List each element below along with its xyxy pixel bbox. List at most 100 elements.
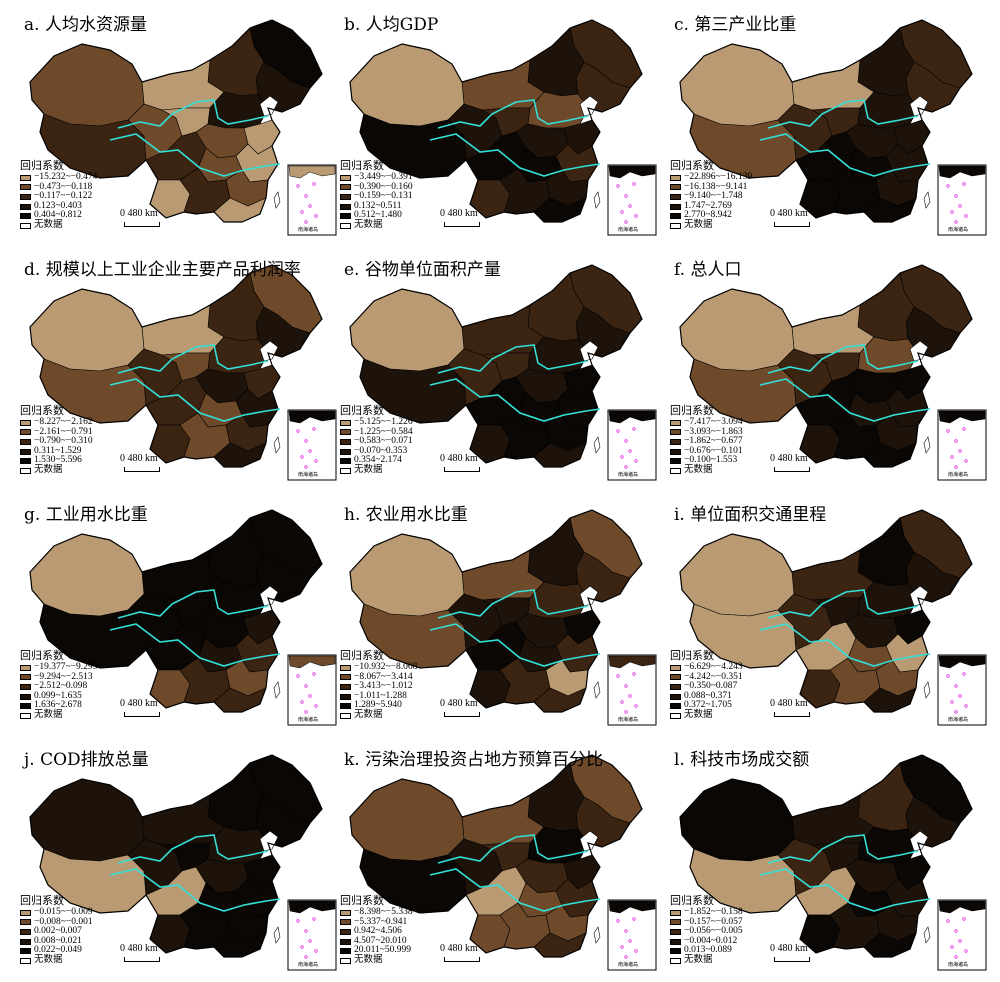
- legend-swatch: [340, 184, 351, 191]
- legend-item-nodata: 无数据: [670, 710, 743, 721]
- legend-label: 0.099~1.635: [34, 690, 82, 701]
- legend-swatch: [340, 674, 351, 681]
- inset-island: [304, 194, 308, 198]
- scale-bar: [444, 712, 480, 717]
- inset-island: [616, 429, 620, 433]
- legend-swatch: [20, 429, 31, 436]
- scale-label: 0 480 km: [440, 943, 478, 954]
- yangtze-river-line: [109, 133, 281, 177]
- scale-bar: [444, 467, 480, 472]
- legend-item: −7.417~−3.094: [670, 417, 743, 428]
- inset-island: [950, 210, 954, 214]
- inset-island: [962, 917, 966, 921]
- legend-swatch: [20, 448, 31, 455]
- scale-bar: [444, 957, 480, 962]
- yangtze-river-line: [109, 378, 281, 422]
- inset-label: 南海诸岛: [298, 227, 319, 233]
- legend-swatch: [670, 222, 681, 229]
- inset-island: [304, 955, 308, 959]
- yellow-river-line: [767, 99, 919, 129]
- yangtze-river-line: [429, 868, 601, 912]
- inset-island: [954, 194, 958, 198]
- yangtze-river-line: [109, 868, 281, 912]
- legend-label: 无数据: [684, 954, 713, 965]
- scale-label: 0 480 km: [120, 453, 158, 464]
- legend-label: −0.157~−0.057: [684, 916, 743, 927]
- legend-item-nodata: 无数据: [340, 710, 417, 721]
- legend-item: 0.013~0.089: [670, 946, 743, 956]
- inset-island: [314, 459, 318, 463]
- legend-label: −19.377~−9.295: [34, 662, 98, 672]
- inset-island: [308, 694, 312, 698]
- province-region: [29, 43, 145, 127]
- scale-bar: [124, 222, 160, 227]
- legend-item: 0.022~0.049: [20, 946, 93, 956]
- map-panel: a. 人均水资源量 回归系数 −15.232~−0.474 −0.473~−0.118…: [10, 0, 340, 240]
- inset-island: [296, 919, 300, 923]
- legend-item: −0.583~−0.071: [340, 437, 413, 447]
- scale-label: 0 480 km: [770, 698, 808, 709]
- inset-coast: [608, 900, 656, 914]
- legend-item: 1.636~2.678: [20, 701, 97, 711]
- legend-item: −0.117~−0.122: [20, 192, 97, 202]
- legend-item: −0.015~−0.009: [20, 907, 93, 918]
- country-outline: [679, 19, 973, 223]
- legend-label: 0.123~0.403: [34, 200, 82, 211]
- inset-island: [954, 465, 958, 469]
- yellow-river-line: [437, 99, 589, 129]
- legend-swatch: [20, 438, 31, 445]
- choropleth-map: [679, 264, 987, 481]
- yellow-river-line: [767, 344, 919, 374]
- inset-island: [946, 674, 950, 678]
- legend-label: −3.413~−1.012: [354, 681, 413, 692]
- scale-bar: [774, 222, 810, 227]
- inset-island: [624, 684, 628, 688]
- legend-label: −6.629~−4.243: [684, 662, 743, 672]
- legend-item: −0.004~0.012: [670, 936, 743, 947]
- yellow-river-line: [117, 834, 269, 864]
- legend-item-nodata: 无数据: [20, 955, 93, 966]
- legend-swatch: [670, 174, 681, 181]
- legend-swatch: [670, 938, 681, 945]
- legend-item: −8.398~−5.338: [340, 907, 413, 918]
- inset-island: [632, 917, 636, 921]
- scale-label: 0 480 km: [770, 943, 808, 954]
- map-panel: d. 规模以上工业企业主要产品利润率 回归系数 −8.227~−2.162 −2.16…: [10, 245, 340, 485]
- yellow-river-line: [767, 834, 919, 864]
- yellow-river-line: [437, 834, 589, 864]
- country-outline: [349, 264, 643, 468]
- legend-swatch: [340, 683, 351, 690]
- legend-swatch: [670, 438, 681, 445]
- inset-coast: [938, 165, 986, 179]
- inset-island: [954, 684, 958, 688]
- legend-item: 0.404~0.812: [20, 211, 97, 221]
- legend-label: 1.747~2.769: [684, 200, 732, 211]
- map-panel: e. 谷物单位面积产量 回归系数 −5.125~−1.226 −1.225~−0.58…: [330, 245, 660, 485]
- inset-label: 南海诸岛: [618, 717, 639, 723]
- map-panel: l. 科技市场成交额 回归系数 −1.852~−0.158 −0.157~−0.057…: [660, 735, 990, 975]
- panel-title: l. 科技市场成交额: [674, 750, 810, 770]
- country-outline: [349, 509, 643, 713]
- legend: 回归系数 −10.932~−8.068 −8.067~−3.414 −3.413~−1…: [340, 650, 417, 721]
- choropleth-map: [679, 19, 987, 236]
- taiwan-region: [273, 191, 281, 209]
- legend-item-nodata: 无数据: [20, 710, 97, 721]
- inset-island: [634, 949, 638, 953]
- legend-item: −0.790~−0.310: [20, 437, 93, 447]
- legend-swatch: [20, 674, 31, 681]
- inset-island: [946, 919, 950, 923]
- taiwan-region: [923, 681, 931, 699]
- legend-item: −15.232~−0.474: [20, 172, 97, 183]
- legend-swatch: [670, 448, 681, 455]
- inset-island: [634, 459, 638, 463]
- legend-label: 0.008~0.021: [34, 935, 82, 946]
- province-region: [349, 778, 465, 862]
- legend-swatch: [340, 948, 351, 955]
- taiwan-region: [923, 191, 931, 209]
- legend-swatch: [20, 712, 31, 719]
- legend-label: −1.225~−0.584: [354, 426, 413, 437]
- legend-swatch: [20, 419, 31, 426]
- legend-item-nodata: 无数据: [20, 465, 93, 476]
- yellow-river-line: [767, 589, 919, 619]
